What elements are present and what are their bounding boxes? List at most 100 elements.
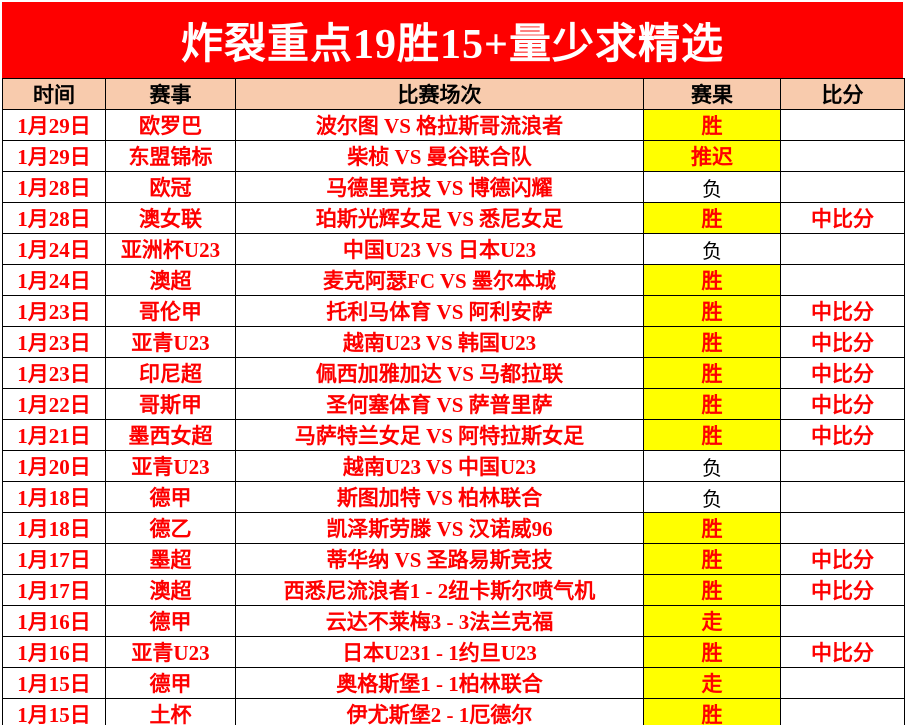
date-cell: 1月28日 [2, 171, 106, 203]
table-row: 1月16日 德甲 云达不莱梅3 - 3法兰克福 走 [2, 605, 905, 637]
match-cell: 马德里竞技 VS 博德闪耀 [235, 171, 644, 203]
match-cell: 圣何塞体育 VS 萨普里萨 [235, 388, 644, 420]
league-cell: 亚青U23 [105, 636, 236, 668]
match-cell: 柴桢 VS 曼谷联合队 [235, 140, 644, 172]
col-header-score: 比分 [780, 78, 905, 110]
table-row: 1月29日 欧罗巴 波尔图 VS 格拉斯哥流浪者 胜 [2, 109, 905, 141]
table-row: 1月23日 亚青U23 越南U23 VS 韩国U23 胜 中比分 [2, 326, 905, 358]
match-cell: 越南U23 VS 韩国U23 [235, 326, 644, 358]
score-note-cell: 中比分 [780, 326, 905, 358]
score-note-cell: 中比分 [780, 419, 905, 451]
result-cell: 胜 [643, 419, 781, 451]
league-cell: 亚洲杯U23 [105, 233, 236, 265]
score-note-cell [780, 667, 905, 699]
score-note-cell [780, 450, 905, 482]
result-cell: 胜 [643, 326, 781, 358]
col-header-result: 赛果 [643, 78, 781, 110]
page-title: 炸裂重点19胜15+量少求精选 [181, 21, 724, 68]
table-row: 1月29日 东盟锦标 柴桢 VS 曼谷联合队 推迟 [2, 140, 905, 172]
score-note-cell [780, 481, 905, 513]
col-header-match: 比赛场次 [235, 78, 644, 110]
score-note-cell [780, 512, 905, 544]
match-cell: 越南U23 VS 中国U23 [235, 450, 644, 482]
col-header-time: 时间 [2, 78, 106, 110]
match-cell: 麦克阿瑟FC VS 墨尔本城 [235, 264, 644, 296]
score-note-cell: 中比分 [780, 388, 905, 420]
league-cell: 墨西女超 [105, 419, 236, 451]
table-row: 1月21日 墨西女超 马萨特兰女足 VS 阿特拉斯女足 胜 中比分 [2, 419, 905, 451]
table-row: 1月20日 亚青U23 越南U23 VS 中国U23 负 [2, 450, 905, 482]
table-row: 1月28日 澳女联 珀斯光辉女足 VS 悉尼女足 胜 中比分 [2, 202, 905, 234]
match-cell: 西悉尼流浪者1 - 2纽卡斯尔喷气机 [235, 574, 644, 606]
date-cell: 1月22日 [2, 388, 106, 420]
score-note-cell: 中比分 [780, 636, 905, 668]
score-note-cell [780, 698, 905, 725]
league-cell: 德甲 [105, 481, 236, 513]
table-row: 1月22日 哥斯甲 圣何塞体育 VS 萨普里萨 胜 中比分 [2, 388, 905, 420]
match-cell: 马萨特兰女足 VS 阿特拉斯女足 [235, 419, 644, 451]
score-note-cell: 中比分 [780, 295, 905, 327]
date-cell: 1月20日 [2, 450, 106, 482]
date-cell: 1月23日 [2, 295, 106, 327]
result-cell: 胜 [643, 636, 781, 668]
date-cell: 1月16日 [2, 605, 106, 637]
score-note-cell [780, 140, 905, 172]
league-cell: 德乙 [105, 512, 236, 544]
league-cell: 墨超 [105, 543, 236, 575]
date-cell: 1月24日 [2, 264, 106, 296]
date-cell: 1月23日 [2, 357, 106, 389]
score-note-cell [780, 171, 905, 203]
match-cell: 伊尤斯堡2 - 1厄德尔 [235, 698, 644, 725]
score-note-cell: 中比分 [780, 357, 905, 389]
date-cell: 1月16日 [2, 636, 106, 668]
table-row: 1月24日 亚洲杯U23 中国U23 VS 日本U23 负 [2, 233, 905, 265]
match-cell: 云达不莱梅3 - 3法兰克福 [235, 605, 644, 637]
date-cell: 1月24日 [2, 233, 106, 265]
table-row: 1月16日 亚青U23 日本U231 - 1约旦U23 胜 中比分 [2, 636, 905, 668]
match-cell: 珀斯光辉女足 VS 悉尼女足 [235, 202, 644, 234]
league-cell: 欧罗巴 [105, 109, 236, 141]
match-cell: 托利马体育 VS 阿利安萨 [235, 295, 644, 327]
table-row: 1月15日 土杯 伊尤斯堡2 - 1厄德尔 胜 [2, 698, 905, 725]
score-note-cell: 中比分 [780, 202, 905, 234]
match-cell: 佩西加雅加达 VS 马都拉联 [235, 357, 644, 389]
table-row: 1月15日 德甲 奥格斯堡1 - 1柏林联合 走 [2, 667, 905, 699]
league-cell: 哥伦甲 [105, 295, 236, 327]
header-row: 时间 赛事 比赛场次 赛果 比分 [2, 78, 905, 110]
league-cell: 印尼超 [105, 357, 236, 389]
score-note-cell: 中比分 [780, 543, 905, 575]
match-cell: 蒂华纳 VS 圣路易斯竞技 [235, 543, 644, 575]
date-cell: 1月17日 [2, 574, 106, 606]
result-cell: 负 [643, 171, 781, 203]
result-cell: 胜 [643, 698, 781, 725]
league-cell: 澳超 [105, 574, 236, 606]
date-cell: 1月28日 [2, 202, 106, 234]
result-cell: 胜 [643, 264, 781, 296]
league-cell: 土杯 [105, 698, 236, 725]
league-cell: 澳超 [105, 264, 236, 296]
date-cell: 1月17日 [2, 543, 106, 575]
date-cell: 1月15日 [2, 698, 106, 725]
league-cell: 澳女联 [105, 202, 236, 234]
result-cell: 推迟 [643, 140, 781, 172]
date-cell: 1月18日 [2, 512, 106, 544]
table-body: 1月29日 欧罗巴 波尔图 VS 格拉斯哥流浪者 胜 1月29日 东盟锦标 柴桢… [2, 109, 905, 725]
date-cell: 1月21日 [2, 419, 106, 451]
table-row: 1月18日 德乙 凯泽斯劳滕 VS 汉诺威96 胜 [2, 512, 905, 544]
date-cell: 1月15日 [2, 667, 106, 699]
result-cell: 胜 [643, 109, 781, 141]
col-header-league: 赛事 [105, 78, 236, 110]
table-row: 1月17日 澳超 西悉尼流浪者1 - 2纽卡斯尔喷气机 胜 中比分 [2, 574, 905, 606]
match-cell: 波尔图 VS 格拉斯哥流浪者 [235, 109, 644, 141]
result-cell: 走 [643, 605, 781, 637]
league-cell: 东盟锦标 [105, 140, 236, 172]
table-row: 1月23日 哥伦甲 托利马体育 VS 阿利安萨 胜 中比分 [2, 295, 905, 327]
result-cell: 胜 [643, 512, 781, 544]
result-cell: 胜 [643, 357, 781, 389]
score-note-cell [780, 109, 905, 141]
result-cell: 胜 [643, 574, 781, 606]
match-cell: 斯图加特 VS 柏林联合 [235, 481, 644, 513]
match-cell: 日本U231 - 1约旦U23 [235, 636, 644, 668]
result-cell: 胜 [643, 202, 781, 234]
